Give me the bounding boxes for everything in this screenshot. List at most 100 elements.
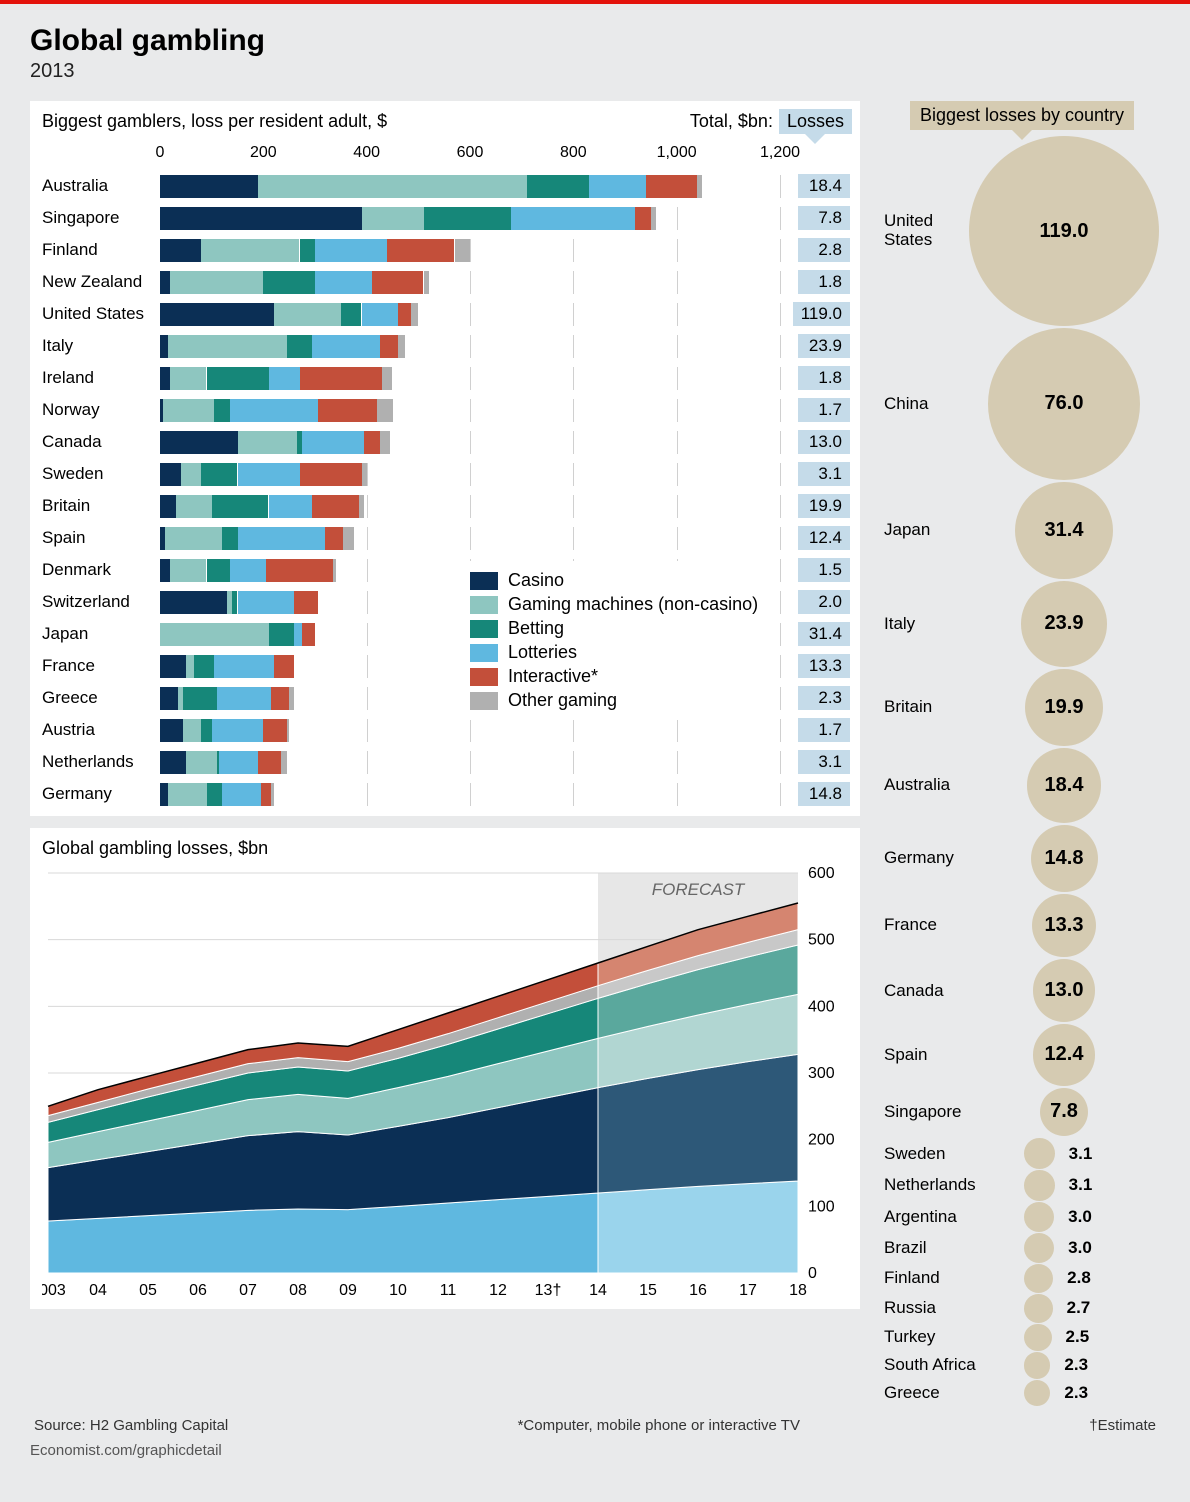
bar-segment-betting [207,783,223,806]
bar-track [160,527,780,550]
bubbles-small: Sweden3.1Netherlands3.1Argentina3.0Brazi… [884,1138,1160,1406]
bar-segment-interactive [271,687,289,710]
bar-segment-gaming_machines [183,719,201,742]
bubble-row-small: Sweden3.1 [884,1138,1160,1169]
bar-segment-lotteries [238,591,295,614]
bubble: 119.0 [969,136,1159,326]
bubble-row-small: Argentina3.0 [884,1202,1160,1232]
bar-segment-betting [424,207,512,230]
bubble-value: 2.5 [1066,1327,1090,1347]
bar-track [160,239,780,262]
bar-segment-interactive [300,463,362,486]
bar-segment-lotteries [315,239,387,262]
bubble-country: Germany [884,849,969,868]
bar-segment-gaming_machines [170,271,263,294]
area-chart-title: Global gambling losses, $bn [42,838,848,859]
bar-segment-other [287,719,290,742]
bar-segment-casino [160,783,168,806]
legend-swatch [470,596,498,614]
bubble-country: Finland [884,1268,1024,1288]
area-chart-svg: 0100200300400500600200304050607080910111… [42,863,848,1301]
country-label: Australia [30,176,160,196]
svg-text:100: 100 [808,1198,835,1215]
country-label: Singapore [30,208,160,228]
bar-segment-betting [214,399,230,422]
bar-segment-other [289,687,294,710]
bubbles-title: Biggest losses by country [884,101,1160,130]
bubble-country: Turkey [884,1327,1024,1347]
bubble [1024,1202,1054,1232]
source-url: Economist.com/graphicdetail [30,1442,1160,1459]
page-subtitle: 2013 [30,60,1160,83]
bar-row: Netherlands3.1 [30,746,860,778]
bar-segment-gaming_machines [168,783,207,806]
total-value: 23.9 [798,334,850,358]
bar-row: Italy23.9 [30,330,860,362]
bar-segment-betting [194,655,215,678]
bubble-country: Netherlands [884,1175,1024,1195]
country-label: Canada [30,432,160,452]
bar-segment-casino [160,239,201,262]
bar-segment-lotteries [302,431,364,454]
bubble-value: 2.3 [1064,1355,1088,1375]
bar-track [160,719,780,742]
bar-segment-casino [160,175,258,198]
bar-segment-lotteries [222,783,261,806]
bubble [1024,1264,1053,1293]
svg-text:04: 04 [89,1282,107,1299]
bar-track [160,303,780,326]
bubble-row-small: Russia2.7 [884,1294,1160,1323]
page: Global gambling 2013 Biggest gamblers, l… [0,4,1190,1471]
legend-swatch [470,692,498,710]
bar-segment-betting [269,623,295,646]
bar-track [160,431,780,454]
country-label: Austria [30,720,160,740]
total-value: 7.8 [798,206,850,230]
bar-segment-other [362,463,367,486]
svg-text:500: 500 [808,932,835,949]
bubble-value: 3.0 [1068,1238,1092,1258]
total-value: 13.0 [798,430,850,454]
bubble-row: Canada13.0 [884,959,1160,1022]
bar-segment-lotteries [294,623,302,646]
country-label: Norway [30,400,160,420]
bubble-value: 2.7 [1067,1298,1091,1318]
legend-item: Other gaming [470,690,758,711]
legend-item: Betting [470,618,758,639]
bar-segment-interactive [372,271,424,294]
bubble [1024,1380,1050,1406]
legend-swatch [470,644,498,662]
bubble-row: Australia18.4 [884,748,1160,823]
bar-segment-interactive [398,303,411,326]
left-column: Biggest gamblers, loss per resident adul… [30,101,860,1407]
bar-segment-casino [160,271,170,294]
bar-segment-betting [207,367,269,390]
bubble-country: Canada [884,982,969,1001]
svg-text:600: 600 [808,865,835,882]
bubble-row: France13.3 [884,894,1160,958]
bar-segment-interactive [302,623,315,646]
total-value: 1.8 [798,366,850,390]
bubble-country: Japan [884,521,969,540]
country-label: Britain [30,496,160,516]
bar-track [160,335,780,358]
bar-chart-subtitle: Biggest gamblers, loss per resident adul… [42,111,387,132]
bar-segment-betting [207,559,230,582]
svg-text:06: 06 [189,1282,207,1299]
bubble-country: Singapore [884,1103,969,1122]
bar-row: Germany14.8 [30,778,860,810]
legend-label: Lotteries [508,642,577,663]
total-value: 13.3 [798,654,850,678]
svg-text:16: 16 [689,1282,707,1299]
svg-text:11: 11 [440,1282,457,1299]
country-label: Japan [30,624,160,644]
bar-segment-betting [300,239,316,262]
bar-row: Finland2.8 [30,234,860,266]
bar-segment-lotteries [511,207,635,230]
bar-segment-gaming_machines [201,239,299,262]
bar-segment-casino [160,367,170,390]
legend-label: Interactive* [508,666,598,687]
legend-label: Gaming machines (non-casino) [508,594,758,615]
bar-segment-casino [160,655,186,678]
country-label: United States [30,304,160,324]
